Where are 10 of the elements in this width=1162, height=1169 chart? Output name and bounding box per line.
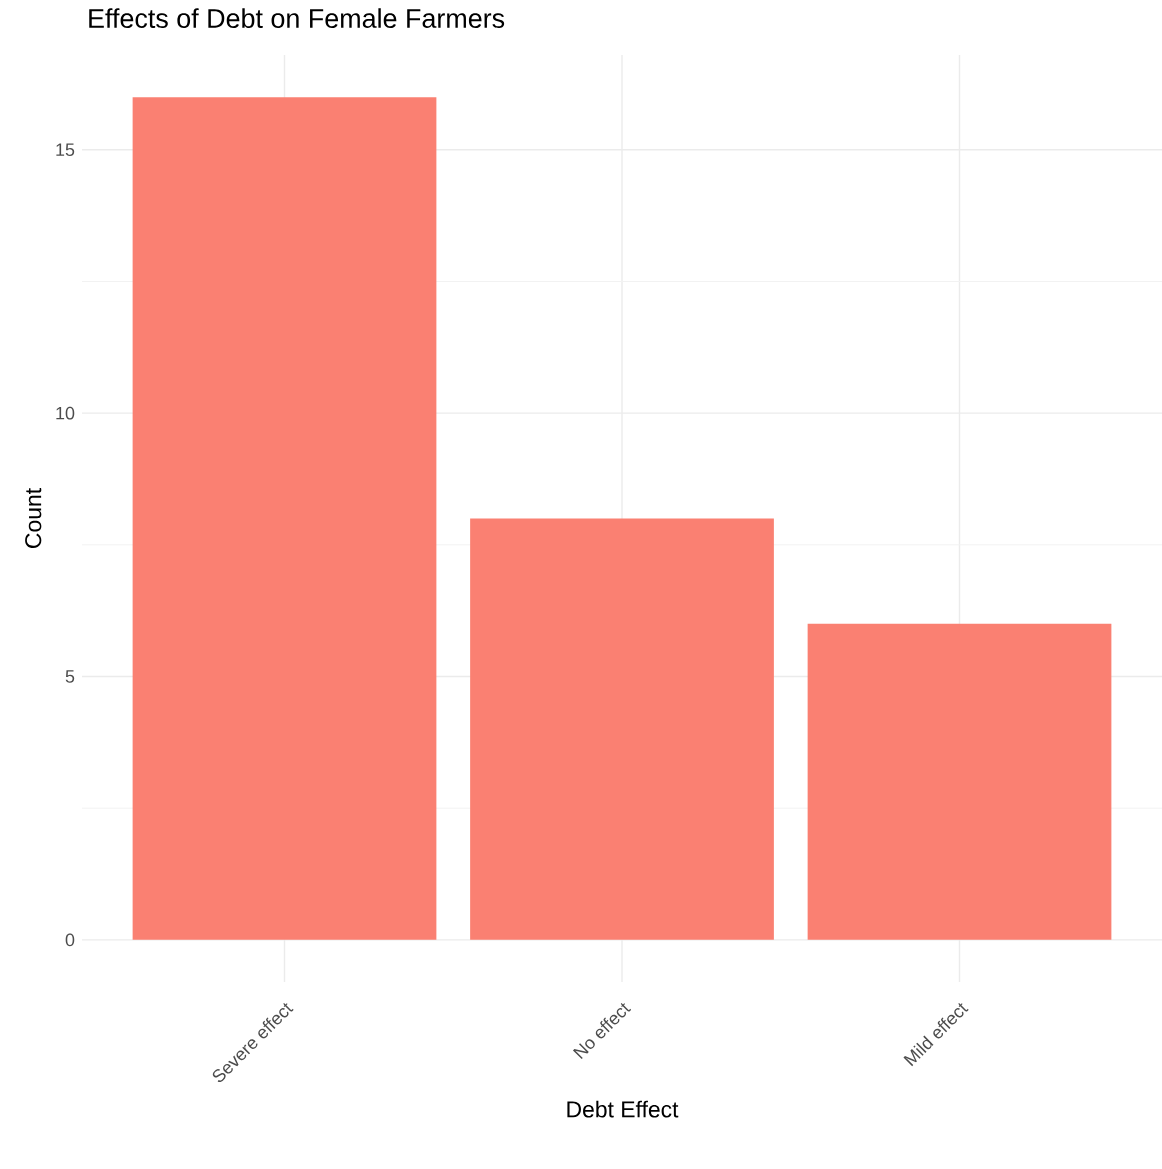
y-tick-label: 0 (65, 933, 75, 947)
y-tick-label: 5 (65, 670, 75, 683)
bar (132, 97, 437, 940)
chart-title: Effects of Debt on Female Farmers (89, 8, 505, 28)
y-tick-label: 15 (56, 143, 75, 157)
bar (470, 518, 774, 940)
x-axis-title: Debt Effect (567, 1100, 679, 1118)
y-tick-label: 10 (56, 406, 75, 420)
y-axis-title: Count (25, 488, 42, 548)
bar (807, 623, 1112, 940)
